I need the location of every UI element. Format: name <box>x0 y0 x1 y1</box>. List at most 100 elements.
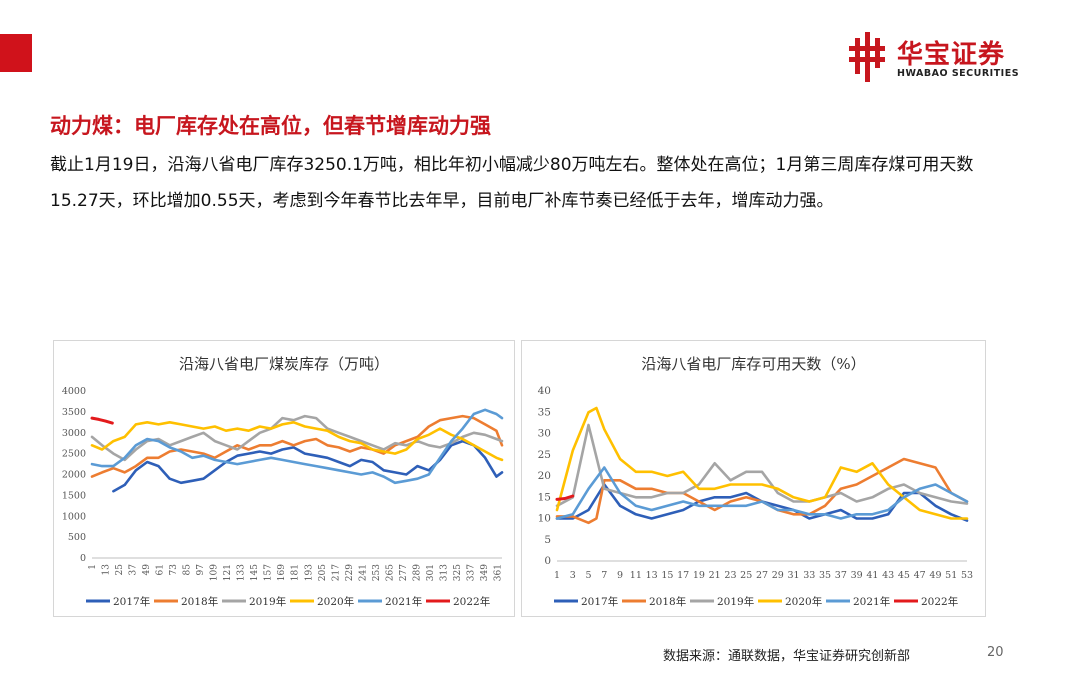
chart-title: 沿海八省电厂库存可用天数（%） <box>641 355 865 373</box>
series-line-2019 <box>90 414 504 462</box>
x-tick-label: 97 <box>196 564 206 576</box>
x-tick-label: 289 <box>412 564 422 581</box>
x-tick-label: 19 <box>693 570 705 581</box>
x-tick-label: 31 <box>787 570 799 581</box>
y-tick-label: 500 <box>68 532 86 543</box>
y-tick-label: 20 <box>538 470 551 482</box>
y-tick-label: 0 <box>80 553 86 564</box>
x-tick-label: 1 <box>88 564 98 570</box>
x-tick-label: 41 <box>866 570 878 581</box>
corner-accent <box>0 34 32 72</box>
x-tick-label: 53 <box>961 570 973 581</box>
x-tick-label: 205 <box>318 564 328 581</box>
x-tick-label: 29 <box>772 570 784 581</box>
x-tick-label: 241 <box>358 564 368 581</box>
series-line-2017 <box>112 439 504 493</box>
y-tick-label: 5 <box>544 534 551 546</box>
logo-text-cn: 华宝证券 <box>897 40 1006 70</box>
data-source-note: 数据来源：通联数据，华宝证券研究创新部 <box>663 649 911 664</box>
x-tick-label: 253 <box>372 564 382 581</box>
x-tick-label: 37 <box>129 564 139 576</box>
legend-label: 2019年 <box>717 595 754 608</box>
y-tick-label: 35 <box>538 406 551 418</box>
x-tick-label: 39 <box>851 570 863 581</box>
x-tick-label: 9 <box>617 570 623 581</box>
x-tick-label: 109 <box>210 564 220 581</box>
series-line-2019 <box>555 423 969 508</box>
x-tick-label: 337 <box>466 564 476 581</box>
y-tick-label: 2500 <box>62 449 86 460</box>
x-tick-label: 217 <box>331 564 341 581</box>
x-tick-label: 25 <box>115 564 125 576</box>
x-tick-label: 133 <box>237 564 247 581</box>
x-tick-label: 13 <box>646 570 658 581</box>
series-line-2020 <box>555 406 969 520</box>
y-tick-label: 3500 <box>62 407 86 418</box>
x-tick-label: 23 <box>724 570 736 581</box>
y-tick-label: 3000 <box>62 428 86 439</box>
logo-text-en: HWABAO SECURITIES <box>897 68 1020 79</box>
y-tick-label: 30 <box>538 428 551 440</box>
x-tick-label: 145 <box>250 564 260 581</box>
x-tick-label: 181 <box>291 564 301 581</box>
y-tick-label: 25 <box>538 449 551 461</box>
x-tick-label: 61 <box>156 564 166 575</box>
x-tick-label: 45 <box>898 570 910 581</box>
x-tick-label: 121 <box>223 564 233 581</box>
legend-label: 2020年 <box>317 595 354 608</box>
x-tick-label: 51 <box>945 570 957 581</box>
series-line-2020 <box>90 421 504 462</box>
x-tick-label: 17 <box>677 570 689 581</box>
x-tick-label: 21 <box>709 570 721 581</box>
x-tick-label: 193 <box>304 564 314 581</box>
page-number: 20 <box>987 645 1004 660</box>
y-tick-label: 15 <box>538 491 551 503</box>
y-tick-label: 0 <box>544 555 551 567</box>
y-tick-label: 4000 <box>62 386 86 397</box>
x-tick-label: 301 <box>426 564 436 581</box>
x-tick-label: 15 <box>661 570 673 581</box>
company-logo: 华宝证券 HWABAO SECURITIES <box>845 30 1045 85</box>
x-tick-label: 313 <box>439 564 449 581</box>
x-tick-label: 49 <box>929 570 941 581</box>
y-tick-label: 10 <box>538 513 551 525</box>
legend-label: 2018年 <box>649 595 686 608</box>
x-tick-label: 25 <box>740 570 752 581</box>
series-line-2022 <box>555 494 575 501</box>
series-line-2018 <box>90 414 504 478</box>
series-line-2022 <box>90 416 114 425</box>
chart-coal-inventory-svg: 沿海八省电厂煤炭库存（万吨） 0 500 1000 1500 2000 2500 3000 35… <box>62 355 504 608</box>
legend-label: 2022年 <box>921 595 958 608</box>
legend-label: 2021年 <box>385 595 422 608</box>
x-tick-label: 265 <box>385 564 395 581</box>
summary-paragraph: 截止1月19日，沿海八省电厂库存3250.1万吨，相比年初小幅减少80万吨左右。… <box>50 155 974 211</box>
x-tick-label: 85 <box>183 564 193 576</box>
x-tick-label: 1 <box>554 570 560 581</box>
legend-label: 2019年 <box>249 595 286 608</box>
series-line-2021 <box>555 466 969 520</box>
page-heading: 动力煤：电厂库存处在高位，但春节增库动力强 <box>50 114 491 138</box>
logo-mark-icon <box>849 32 885 82</box>
legend-label: 2018年 <box>181 595 218 608</box>
chart-available-days: 沿海八省电厂库存可用天数（%） 0 5 10 15 20 25 30 35 40 1 3 5 7 9 11 13… <box>521 340 986 617</box>
x-tick-label: 361 <box>493 564 503 581</box>
series-line-2021 <box>90 408 504 485</box>
y-tick-label: 1500 <box>62 490 86 501</box>
x-tick-label: 349 <box>480 564 490 581</box>
x-tick-label: 5 <box>586 570 592 581</box>
x-tick-label: 43 <box>882 570 894 581</box>
legend-label: 2022年 <box>453 595 490 608</box>
y-tick-label: 1000 <box>62 511 86 522</box>
x-tick-label: 27 <box>756 570 768 581</box>
x-tick-label: 13 <box>102 564 112 576</box>
x-tick-label: 49 <box>142 564 152 576</box>
x-tick-label: 33 <box>803 570 815 581</box>
x-tick-label: 325 <box>453 564 463 581</box>
x-tick-label: 229 <box>345 564 355 581</box>
x-tick-label: 73 <box>169 564 179 576</box>
legend-label: 2020年 <box>785 595 822 608</box>
x-tick-label: 3 <box>570 570 576 581</box>
x-tick-label: 11 <box>630 570 642 581</box>
chart-title: 沿海八省电厂煤炭库存（万吨） <box>179 355 389 373</box>
